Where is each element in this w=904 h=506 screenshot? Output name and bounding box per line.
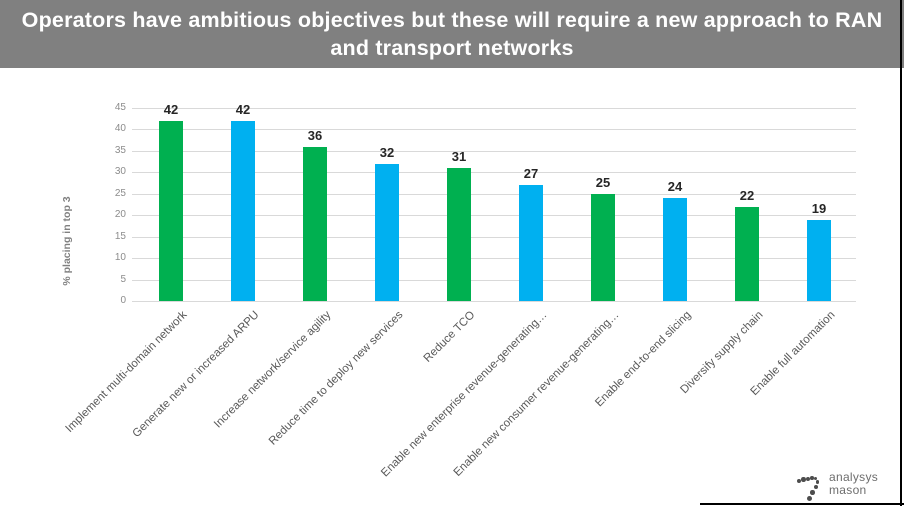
- gridline: [132, 193, 856, 195]
- bar: [807, 219, 831, 301]
- logo-wordmark: analysys mason: [829, 471, 878, 497]
- logo-dot: [813, 485, 818, 489]
- bar-value-label: 32: [379, 144, 395, 160]
- y-axis-tick-label: 25: [114, 187, 126, 199]
- bar: [735, 206, 759, 301]
- bar-value-label: 42: [235, 101, 251, 117]
- y-axis-tick-label: 5: [120, 273, 126, 285]
- gridline: [132, 258, 856, 260]
- logo-dot: [807, 495, 812, 501]
- logo-dot: [814, 477, 817, 480]
- gridline: [132, 129, 856, 131]
- logo-dot: [801, 477, 806, 482]
- bar: [159, 120, 183, 301]
- logo-text-line2: mason: [829, 483, 867, 497]
- gridline: [132, 108, 856, 109]
- gridline: [132, 150, 856, 152]
- logo-dot: [806, 476, 810, 481]
- bar-value-label: 19: [811, 200, 827, 216]
- y-axis-tick-label: 0: [120, 295, 126, 306]
- bar-value-label: 24: [667, 179, 683, 195]
- y-axis-tick-label: 30: [114, 166, 126, 178]
- y-axis-tick-label: 20: [114, 209, 126, 221]
- bar-value-label: 27: [523, 166, 539, 182]
- logo-dot: [796, 478, 802, 484]
- bar: [231, 120, 255, 301]
- window-right-border: [900, 0, 902, 506]
- bar-value-label: 22: [739, 187, 755, 203]
- bar-chart: % placing in top 3 0 5 10 15 20 25 30 35 40 45 42…: [0, 68, 904, 506]
- y-axis-tick-label: 45: [114, 102, 126, 113]
- gridline: [132, 279, 856, 281]
- slide-title: Operators have ambitious objectives but …: [21, 8, 883, 60]
- bar: [591, 193, 615, 301]
- bar-value-label: 31: [451, 149, 467, 165]
- gridline: [132, 215, 856, 217]
- bar: [303, 146, 327, 301]
- y-axis-tick-label: 15: [114, 230, 126, 242]
- bar: [375, 163, 399, 301]
- bar: [663, 198, 687, 301]
- bar: [447, 168, 471, 301]
- logo-dot: [810, 476, 814, 480]
- y-axis-tick-label: 40: [114, 123, 126, 135]
- y-axis-tick-label: 10: [114, 252, 126, 264]
- gridline: [132, 236, 856, 238]
- bar-value-label: 36: [307, 127, 323, 143]
- bar: [519, 185, 543, 301]
- logo-text-line1: analysys: [829, 470, 879, 484]
- y-axis-title: % placing in top 3: [61, 196, 73, 286]
- gridline: [132, 172, 856, 174]
- gridline: [132, 301, 856, 302]
- window-bottom-border: [700, 503, 904, 505]
- logo-dot: [810, 490, 815, 495]
- logo-dot: [815, 480, 820, 484]
- bar-value-label: 25: [595, 174, 611, 190]
- bar-value-label: 42: [163, 101, 179, 117]
- title-banner: Operators have ambitious objectives but …: [0, 0, 904, 68]
- y-axis-tick-label: 35: [114, 144, 126, 156]
